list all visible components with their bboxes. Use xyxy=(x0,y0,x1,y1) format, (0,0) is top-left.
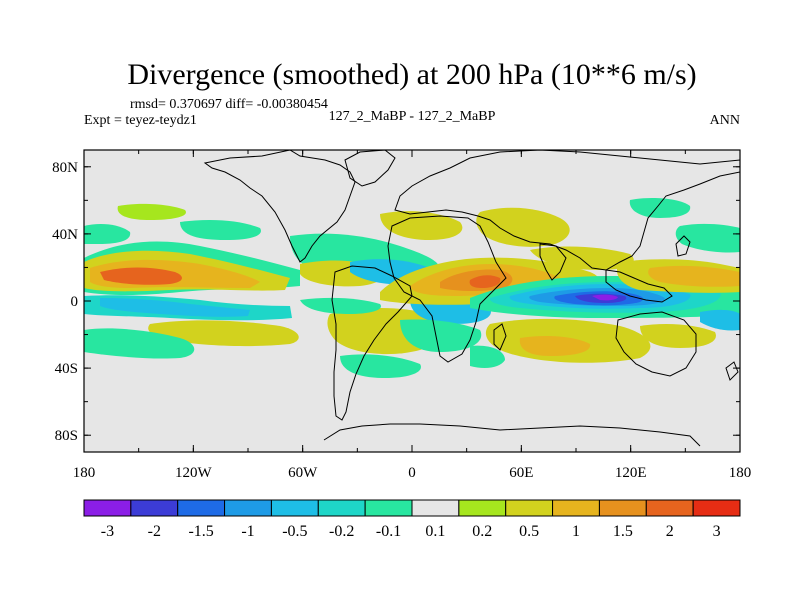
colorbar-label: 3 xyxy=(713,523,721,540)
season-label: ANN xyxy=(710,113,740,128)
field-sa-south-green xyxy=(340,354,421,378)
x-tick-label: 180 xyxy=(729,465,752,481)
colorbar-swatch xyxy=(224,499,272,517)
x-tick-labels: 180 120W 60W 0 60E 120E 180 xyxy=(73,465,752,481)
y-tick-label: 80S xyxy=(55,428,78,444)
colorbar-swatch xyxy=(317,499,366,517)
colorbar-swatch xyxy=(645,499,694,517)
x-tick-label: 120E xyxy=(615,465,647,481)
coast-greenland xyxy=(344,150,396,187)
field-asia-yellow-3 xyxy=(530,246,634,270)
comparison-label: 127_2_MaBP - 127_2_MaBP xyxy=(329,109,496,124)
coast-australia xyxy=(615,311,697,377)
colorbar-swatch xyxy=(552,499,600,517)
chart-title: Divergence (smoothed) at 200 hPa (10**6 … xyxy=(127,58,696,91)
coast-north-america xyxy=(203,150,356,263)
field-sa-green xyxy=(300,297,381,314)
field-io-conv-purple xyxy=(592,294,618,301)
y-tick-label: 80N xyxy=(52,160,78,176)
colorbar-label: 1.5 xyxy=(613,523,633,540)
coast-se-asia xyxy=(605,269,673,303)
field-southwest-blue xyxy=(84,328,195,359)
colorbar-swatch xyxy=(177,499,226,517)
field-wpac-green-2 xyxy=(629,198,691,218)
field-asia-yellow xyxy=(476,207,570,247)
coast-south-america xyxy=(331,265,413,421)
colorbar-label: -0.5 xyxy=(282,523,307,540)
field-pacific-north-red xyxy=(100,267,182,285)
field-north-yellow-1 xyxy=(117,203,186,220)
field-pacific-south-blue xyxy=(100,298,250,317)
colorbar-label: -1 xyxy=(241,523,254,540)
colorbar-label: -0.2 xyxy=(329,523,354,540)
colorbar xyxy=(83,499,741,517)
x-tick-label: 120W xyxy=(175,465,213,481)
y-tick-label: 40N xyxy=(52,227,78,243)
field-pacific-south-yellow xyxy=(148,320,299,347)
field-north-green-1 xyxy=(180,220,261,240)
colorbar-label: -2 xyxy=(148,523,161,540)
colorbar-swatch xyxy=(364,499,413,517)
x-tick-label: 60E xyxy=(509,465,533,481)
colorbar-labels: -3 -2 -1.5 -1 -0.5 -0.2 -0.1 0.1 0.2 0.5 1 1.5 2 3 xyxy=(101,523,721,540)
colorbar-label: -0.1 xyxy=(376,523,401,540)
field-asia-yellow-2 xyxy=(380,211,463,240)
colorbar-swatch xyxy=(598,499,647,517)
colorbar-label: -3 xyxy=(101,523,114,540)
y-tick-label: 0 xyxy=(71,294,79,310)
field-wpac-south-blue xyxy=(700,309,740,331)
y-tick-label: 40S xyxy=(55,361,78,377)
colorbar-swatch xyxy=(505,499,554,517)
colorbar-label: 0.2 xyxy=(472,523,492,540)
x-tick-label: 0 xyxy=(408,465,416,481)
coast-antarctica xyxy=(323,423,701,447)
coast-africa xyxy=(387,215,507,363)
colorbar-label: 2 xyxy=(666,523,674,540)
colorbar-swatch xyxy=(130,499,179,517)
colorbar-swatch xyxy=(83,499,132,517)
field-wpac-south-yellow xyxy=(640,324,716,348)
coast-india xyxy=(539,243,567,281)
coast-new-zealand xyxy=(725,361,739,381)
field-northwest-green xyxy=(84,224,131,244)
y-tick-labels: 80N 40N 0 40S 80S xyxy=(52,160,78,444)
coastlines xyxy=(203,150,740,447)
colorbar-swatch xyxy=(270,499,319,517)
x-tick-label: 180 xyxy=(73,465,96,481)
coast-madagascar xyxy=(493,323,507,351)
colorbar-label: 0.5 xyxy=(519,523,539,540)
field-africa-red xyxy=(469,275,501,288)
field-wpac-orange xyxy=(648,265,740,287)
x-tick-label: 60W xyxy=(288,465,318,481)
tick-marks xyxy=(83,150,741,452)
field-indian-south-green xyxy=(470,345,505,368)
field-atl-south-green xyxy=(400,319,482,352)
colorbar-swatch xyxy=(458,499,507,517)
coast-japan xyxy=(675,235,691,257)
colorbar-swatch xyxy=(411,499,460,517)
colorbar-label: 1 xyxy=(572,523,580,540)
colorbar-swatch xyxy=(692,499,741,517)
experiment-label: Expt = teyez-teydz1 xyxy=(84,113,197,128)
stats-label: rmsd= 0.370697 diff= -0.00380454 xyxy=(130,97,328,112)
field-wpac-green-1 xyxy=(675,223,740,253)
field-south-indian-orange xyxy=(519,336,591,356)
coast-eurasia xyxy=(394,150,740,271)
colorbar-label: -1.5 xyxy=(188,523,213,540)
colorbar-label: 0.1 xyxy=(425,523,445,540)
